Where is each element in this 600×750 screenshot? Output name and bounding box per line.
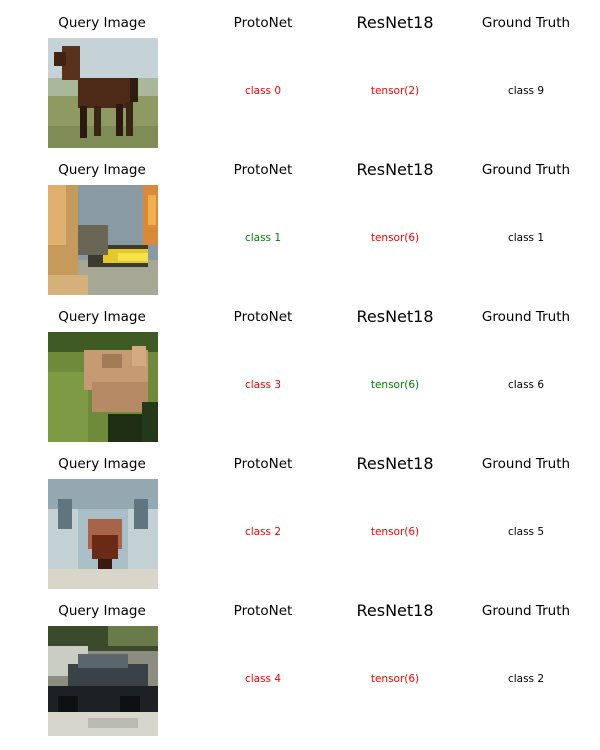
query-image	[48, 332, 158, 442]
resnet-header: ResNet18	[356, 454, 434, 473]
protonet-header: ProtoNet	[233, 309, 293, 325]
protonet-header: ProtoNet	[233, 15, 293, 31]
query-image-header: Query Image	[58, 15, 146, 31]
resnet-prediction: tensor(6)	[370, 232, 420, 244]
resnet-prediction: tensor(6)	[370, 526, 420, 538]
ground-truth-label: class 5	[507, 526, 545, 538]
ground-truth-header: Ground Truth	[481, 309, 571, 325]
resnet-header: ResNet18	[356, 160, 434, 179]
query-image	[48, 626, 158, 736]
ground-truth-header: Ground Truth	[481, 15, 571, 31]
resnet-prediction: tensor(2)	[370, 85, 420, 97]
ground-truth-label: class 9	[507, 85, 545, 97]
resnet-header: ResNet18	[356, 601, 434, 620]
query-image-header: Query Image	[58, 603, 146, 619]
protonet-header: ProtoNet	[233, 456, 293, 472]
protonet-header: ProtoNet	[233, 162, 293, 178]
resnet-prediction: tensor(6)	[370, 379, 420, 391]
ground-truth-label: class 2	[507, 673, 545, 685]
protonet-prediction: class 2	[244, 526, 282, 538]
ground-truth-header: Ground Truth	[481, 603, 571, 619]
query-image-header: Query Image	[58, 162, 146, 178]
query-image	[48, 479, 158, 589]
protonet-prediction: class 1	[244, 232, 282, 244]
ground-truth-label: class 1	[507, 232, 545, 244]
prediction-row: Query Image ProtoNet ResNet18 Ground Truth c…	[0, 294, 600, 442]
resnet-prediction: tensor(6)	[370, 673, 420, 685]
prediction-row: Query Image ProtoNet ResNet18 Ground Truth c…	[0, 588, 600, 736]
protonet-prediction: class 3	[244, 379, 282, 391]
resnet-header: ResNet18	[356, 307, 434, 326]
protonet-prediction: class 4	[244, 673, 282, 685]
prediction-row: Query Image ProtoNet ResNet18 Ground Truth c…	[0, 0, 600, 148]
query-image-header: Query Image	[58, 309, 146, 325]
query-image	[48, 185, 158, 295]
ground-truth-header: Ground Truth	[481, 162, 571, 178]
query-image	[48, 38, 158, 148]
ground-truth-header: Ground Truth	[481, 456, 571, 472]
protonet-header: ProtoNet	[233, 603, 293, 619]
protonet-prediction: class 0	[244, 85, 282, 97]
prediction-row: Query Image ProtoNet ResNet18 Ground Truth c…	[0, 441, 600, 589]
ground-truth-label: class 6	[507, 379, 545, 391]
query-image-header: Query Image	[58, 456, 146, 472]
resnet-header: ResNet18	[356, 13, 434, 32]
prediction-row: Query Image ProtoNet ResNet18 Ground Truth c…	[0, 147, 600, 295]
